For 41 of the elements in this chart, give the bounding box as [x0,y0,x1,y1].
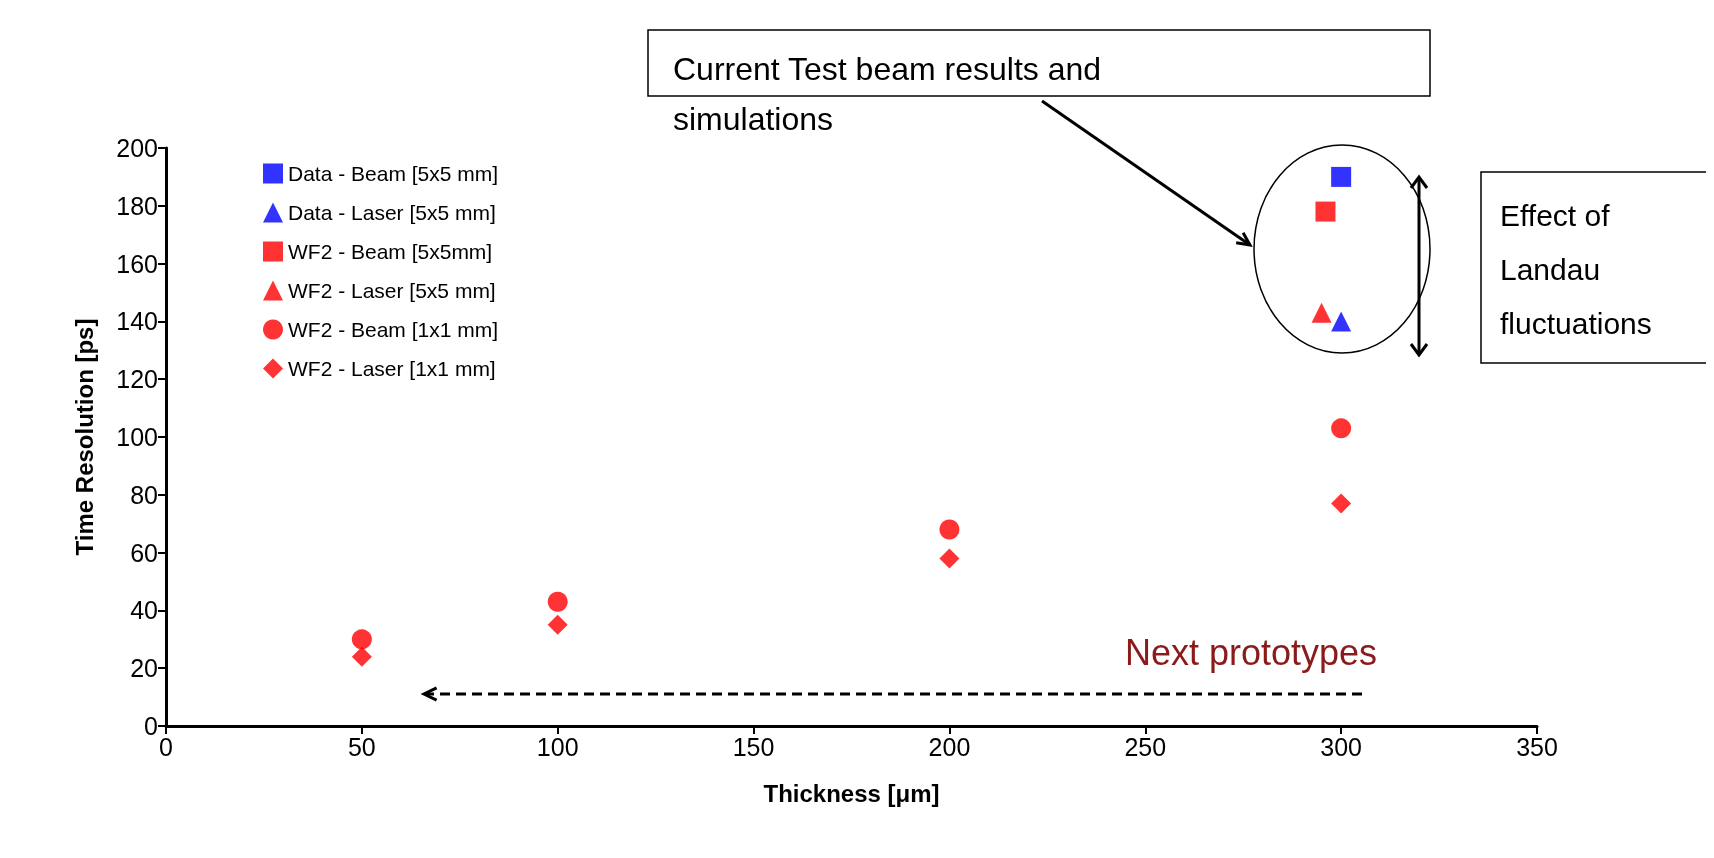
x-tick-label: 100 [536,732,579,761]
y-tick-label: 20 [130,654,158,683]
point [1311,302,1332,323]
point [547,591,568,612]
point [351,646,372,667]
legend-label: WF2 - Beam [1x1 mm] [288,318,499,341]
point [1331,493,1352,514]
x-tick-label: 50 [347,732,376,761]
legend-label: WF2 - Beam [5x5mm] [288,240,493,263]
annotation: Effect of Landau fluctuations [1500,198,1652,340]
y-tick-label: 0 [144,712,158,740]
point [1331,166,1352,187]
x-axis-title: Thickness [μm] [763,779,940,807]
legend-label: Data - Laser [5x5 mm] [288,201,496,224]
point [351,629,372,650]
point [1331,418,1352,439]
point [1331,311,1352,332]
x-tick-label: 300 [1320,732,1362,761]
y-tick-label: 40 [130,596,158,625]
x-tick-label: 200 [928,732,971,761]
point [547,614,568,635]
point [939,519,960,540]
y-tick-label: 120 [116,365,158,394]
point [1315,201,1336,222]
y-tick-label: 160 [116,249,158,278]
y-tick-label: 60 [130,538,158,567]
annotation: Next prototypes [1125,631,1378,673]
y-tick-label: 80 [130,480,158,509]
legend-label: WF2 - Laser [1x1 mm] [288,357,496,380]
legend-label: Data - Beam [5x5 mm] [288,162,499,185]
legend-label: WF2 - Laser [5x5 mm] [288,279,496,302]
text: Current Test beam results and simulations [673,51,1110,137]
y-tick-label: 180 [116,191,158,220]
y-tick-label: 200 [116,134,158,162]
y-axis-title: Time Resolution [ps] [70,318,98,556]
y-tick-label: 140 [116,307,158,336]
x-tick-label: 250 [1124,732,1167,761]
x-tick-label: 150 [732,732,775,761]
point [939,548,960,569]
x-tick-label: 350 [1516,732,1558,761]
y-tick-label: 100 [116,423,158,451]
